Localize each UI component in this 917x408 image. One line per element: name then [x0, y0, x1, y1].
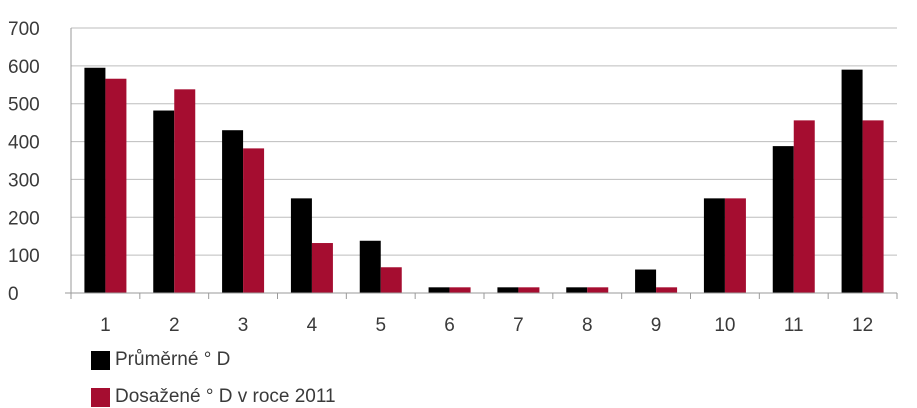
bar-series-1-month-4: [290, 198, 312, 293]
bar-series-2-month-2: [174, 89, 196, 293]
y-tick-label-600: 600: [8, 57, 40, 78]
legend-item-series-2: Dosažené ° D v roce 2011: [91, 386, 336, 408]
x-tick-label-5: 5: [375, 315, 386, 335]
x-tick-label-10: 10: [714, 315, 735, 335]
bar-series-2-month-1: [105, 78, 127, 293]
bar-series-1-month-7: [497, 287, 519, 293]
bar-series-1-month-2: [153, 110, 175, 294]
bar-series-1-month-3: [222, 130, 244, 293]
x-tick-label-12: 12: [852, 315, 873, 335]
bar-series-1-month-12: [841, 69, 863, 294]
bar-series-2-month-12: [862, 120, 884, 293]
bar-series-2-month-8: [587, 287, 609, 293]
y-tick-labels: 0 100 200 300 400 500 600 700: [8, 19, 40, 305]
x-tick-label-11: 11: [784, 315, 804, 335]
bar-series-1-month-6: [428, 287, 450, 293]
x-tick-label-3: 3: [238, 315, 249, 335]
bar-series-2-month-10: [724, 198, 746, 293]
bar-series-2-month-6: [449, 287, 471, 293]
y-tick-label-200: 200: [8, 208, 40, 229]
y-tick-label-300: 300: [8, 170, 40, 191]
x-tick-label-2: 2: [169, 315, 180, 335]
bar-series-2-month-7: [518, 287, 540, 293]
x-tick-label-9: 9: [651, 315, 662, 335]
legend-item-series-1: Průměrné ° D: [91, 349, 230, 371]
bar-series-2-month-3: [243, 148, 265, 293]
x-tick-label-1: 1: [100, 315, 111, 335]
x-tick-label-4: 4: [307, 315, 318, 335]
bar-series-1-month-11: [772, 146, 794, 293]
legend-label-series-1: Průměrné ° D: [115, 349, 231, 370]
legend-swatch-series-2: [91, 387, 110, 407]
bar-series-1-month-5: [359, 240, 381, 293]
bar-series-2-month-4: [311, 243, 333, 293]
bar-series-1-month-10: [703, 198, 725, 293]
bar-series-1-month-9: [635, 269, 657, 293]
x-tick-labels: 1 2 3 4 5 6 7 8 9 10 11 12: [100, 315, 873, 335]
y-tick-label-500: 500: [8, 95, 40, 116]
x-tick-label-7: 7: [513, 315, 524, 335]
legend-label-series-2: Dosažené ° D v roce 2011: [115, 386, 336, 407]
y-tick-label-700: 700: [8, 19, 40, 40]
axes: [65, 28, 898, 299]
bar-series-1-month-8: [566, 287, 588, 293]
x-tick-label-6: 6: [444, 315, 455, 335]
y-tick-label-100: 100: [8, 246, 40, 267]
bar-series-1-month-1: [84, 67, 106, 293]
gridlines: [71, 27, 897, 256]
y-tick-label-400: 400: [8, 133, 40, 154]
y-tick-label-0: 0: [8, 284, 19, 305]
bar-series-2-month-5: [380, 267, 402, 293]
bar-series-2-month-11: [793, 120, 815, 293]
x-tick-label-8: 8: [582, 315, 593, 335]
bar-series-2-month-9: [656, 287, 678, 293]
legend-swatch-series-1: [91, 350, 110, 370]
bars: [84, 67, 884, 294]
